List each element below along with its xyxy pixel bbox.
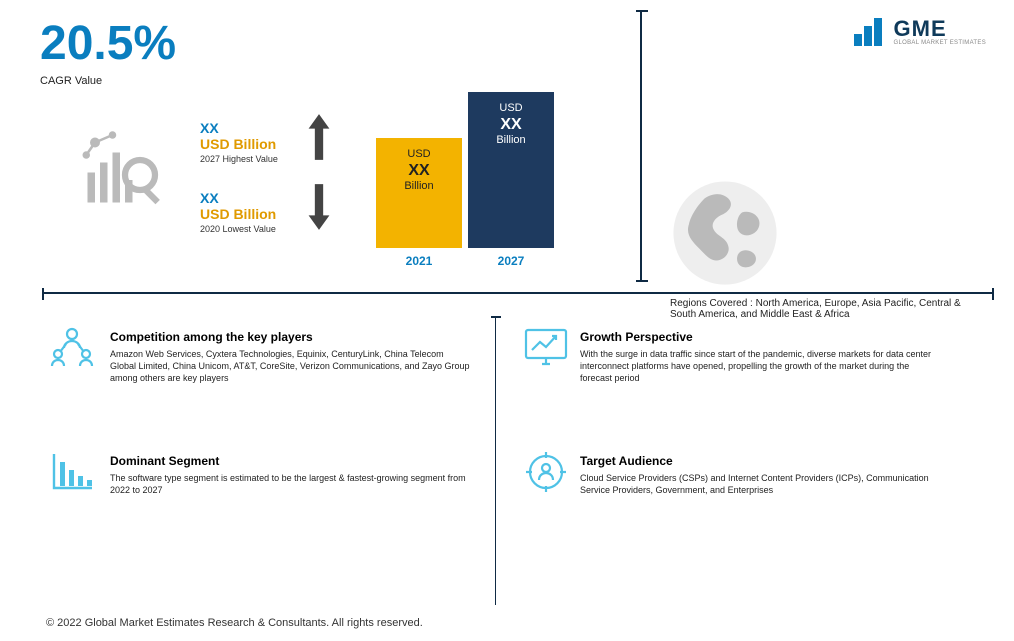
- stat-high-unit: USD Billion: [200, 136, 278, 152]
- stat-low-unit: USD Billion: [200, 206, 276, 222]
- bar-2021-xx: XX: [408, 162, 429, 180]
- bar-2027-usd: USD: [499, 102, 522, 114]
- infographic-root: GME GLOBAL MARKET ESTIMATES 20.5% CAGR V…: [0, 0, 1014, 641]
- copyright: © 2022 Global Market Estimates Research …: [46, 617, 423, 629]
- logo-subtext: GLOBAL MARKET ESTIMATES: [894, 40, 986, 46]
- bar-year-2027: 2027: [468, 254, 554, 268]
- cagr-label: CAGR Value: [40, 75, 176, 87]
- stat-low-xx: XX: [200, 190, 276, 206]
- stat-high-note: 2027 Highest Value: [200, 154, 278, 164]
- cell-dominant: Dominant Segment The software type segme…: [110, 454, 470, 496]
- dominant-desc: The software type segment is estimated t…: [110, 472, 470, 496]
- bar-2021-bill: Billion: [404, 180, 433, 192]
- arrow-up-icon: [306, 112, 332, 162]
- top-row: XX USD Billion 2027 Highest Value XX USD…: [0, 90, 1014, 280]
- bar-chart-icon: [48, 448, 96, 496]
- stat-low: XX USD Billion 2020 Lowest Value: [200, 190, 276, 234]
- growth-desc: With the surge in data traffic since sta…: [580, 348, 940, 384]
- analytics-icon: [80, 130, 160, 210]
- cell-target: Target Audience Cloud Service Providers …: [580, 454, 940, 496]
- cell-growth: Growth Perspective With the surge in dat…: [580, 330, 940, 384]
- logo-bars-icon: [854, 18, 888, 46]
- target-title: Target Audience: [580, 454, 940, 468]
- target-desc: Cloud Service Providers (CSPs) and Inter…: [580, 472, 940, 496]
- vertical-divider-top: [640, 10, 642, 282]
- key-players-desc: Amazon Web Services, Cyxtera Technologie…: [110, 348, 470, 384]
- bar-2027: USD XX Billion: [468, 92, 554, 248]
- cagr-value: 20.5%: [40, 16, 176, 71]
- vertical-divider-low: [495, 316, 496, 605]
- bar-2027-bill: Billion: [496, 134, 525, 146]
- cell-key-players: Competition among the key players Amazon…: [110, 330, 470, 384]
- dominant-title: Dominant Segment: [110, 454, 470, 468]
- bar-2021-usd: USD: [407, 148, 430, 160]
- bar-year-2021: 2021: [376, 254, 462, 268]
- horizontal-divider: [42, 292, 994, 294]
- stat-high-xx: XX: [200, 120, 278, 136]
- logo-acronym: GME: [894, 18, 986, 40]
- cagr-block: 20.5% CAGR Value: [40, 16, 176, 87]
- bar-2021: USD XX Billion: [376, 138, 462, 248]
- people-network-icon: [48, 324, 96, 372]
- lower-grid: Competition among the key players Amazon…: [0, 306, 1014, 601]
- target-user-icon: [522, 448, 570, 496]
- brand-logo: GME GLOBAL MARKET ESTIMATES: [854, 18, 986, 46]
- bar-2027-xx: XX: [500, 116, 521, 134]
- arrow-down-icon: [306, 182, 332, 232]
- forecast-bar-chart: USD XX Billion USD XX Billion 2021 2027: [376, 90, 566, 266]
- stat-high: XX USD Billion 2027 Highest Value: [200, 120, 278, 164]
- stat-low-note: 2020 Lowest Value: [200, 224, 276, 234]
- logo-text: GME GLOBAL MARKET ESTIMATES: [894, 18, 986, 46]
- growth-title: Growth Perspective: [580, 330, 940, 344]
- key-players-title: Competition among the key players: [110, 330, 470, 344]
- monitor-trend-icon: [522, 324, 570, 372]
- globe-icon: [670, 178, 780, 288]
